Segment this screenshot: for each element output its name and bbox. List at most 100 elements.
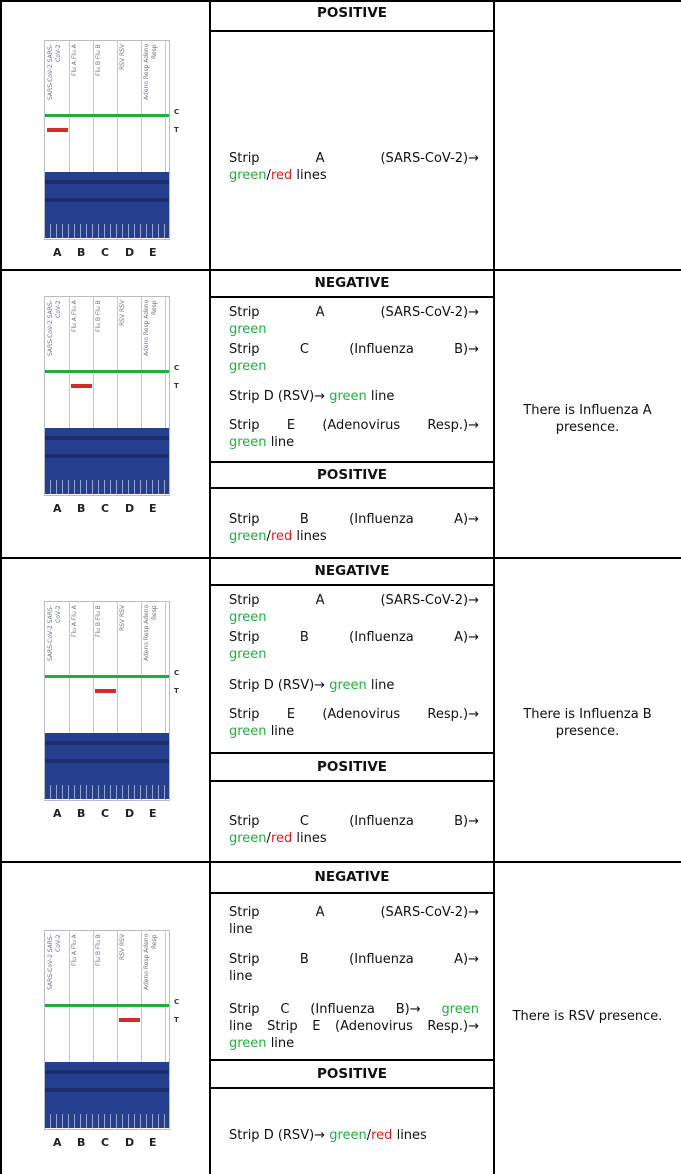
negative-header: NEGATIVE (211, 272, 493, 298)
test-strip-illustration: SARS-CoV-2 SARS-CoV-2 Flu A Flu A Flu B Fl… (44, 296, 184, 526)
pad-tick (128, 785, 129, 799)
strip-letter: D (125, 1136, 135, 1149)
pad-tick (50, 1114, 51, 1128)
row-4-content-cell (209, 861, 495, 1174)
test-marker: T (174, 382, 179, 390)
control-marker: C (174, 364, 180, 372)
strip-letter: C (101, 807, 110, 820)
pad-tick (128, 1114, 129, 1128)
strip-label: Adeno Resp Adeno Resp (143, 605, 158, 662)
strip-letter: B (77, 1136, 86, 1149)
pad-tick (104, 1114, 105, 1128)
pad-tick (86, 785, 87, 799)
test-line (71, 384, 92, 388)
strip-letter: A (53, 246, 62, 259)
negative-entry: Strip D (RSV)→ green line (229, 389, 395, 404)
positive-entry: Strip D (RSV)→ green/red lines (229, 1128, 427, 1143)
negative-entry: Strip C (Influenza B)→ green (229, 342, 479, 374)
pad-tick (110, 785, 111, 799)
pad-tick (164, 785, 165, 799)
pad-tick (110, 1114, 111, 1128)
pad-tick (86, 224, 87, 238)
positive-header: POSITIVE (211, 461, 493, 489)
pad-tick (92, 1114, 93, 1128)
pad-tick (92, 785, 93, 799)
strip-label: Flu A Flu A (71, 934, 78, 966)
pad-tick (134, 480, 135, 494)
strip-label: Adeno Resp Adeno Resp (143, 44, 158, 101)
pad-band (45, 198, 169, 202)
strip-label: Flu B Flu B (95, 934, 102, 966)
control-line (45, 370, 169, 373)
pad-tick (50, 785, 51, 799)
strip-column (46, 296, 70, 496)
pad-tick (62, 480, 63, 494)
strip-label: SARS-CoV-2 SARS-CoV-2 (47, 605, 62, 661)
strip-column (142, 930, 166, 1130)
strip-column (118, 930, 142, 1130)
test-strip-illustration: SARS-CoV-2 SARS-CoV-2 Flu A Flu A Flu B Fl… (44, 601, 184, 831)
negative-entry: Strip A (SARS-CoV-2)→ green (229, 593, 479, 625)
test-line (119, 1018, 140, 1022)
pad-tick (62, 224, 63, 238)
strip-label: Flu A Flu A (71, 44, 78, 76)
positive-entry-text: Strip A (SARS-CoV-2)→ (229, 151, 479, 166)
test-marker: T (174, 126, 179, 134)
strip-label: SARS-CoV-2 SARS-CoV-2 (47, 44, 62, 100)
pad-tick (86, 480, 87, 494)
strip-column (46, 601, 70, 801)
pad-tick (146, 785, 147, 799)
pad-tick (122, 480, 123, 494)
strip-column (118, 40, 142, 240)
pad-tick (62, 785, 63, 799)
strip-label: SARS-CoV-2 SARS-CoV-2 (47, 300, 62, 356)
negative-entry: Strip B (Influenza A)→ green (229, 630, 479, 662)
negative-entry: Strip C (Influenza B)→ green line Strip … (229, 1002, 480, 1051)
control-line (45, 675, 169, 678)
pad-tick (116, 480, 117, 494)
pad-tick (68, 224, 69, 238)
pad-tick (68, 480, 69, 494)
pad-band (45, 759, 169, 763)
control-line (45, 1004, 169, 1007)
pad-tick (128, 224, 129, 238)
pad-tick (56, 1114, 57, 1128)
test-marker: T (174, 687, 179, 695)
strip-label: RSV RSV (119, 605, 126, 632)
pad-tick (158, 1114, 159, 1128)
strip-column (118, 296, 142, 496)
strip-label: Flu A Flu A (71, 605, 78, 637)
strip-letter: C (101, 246, 110, 259)
pad-tick (92, 224, 93, 238)
strip-letter: A (53, 1136, 62, 1149)
pad-tick (80, 224, 81, 238)
strip-column (118, 601, 142, 801)
row-4-image-cell (0, 861, 210, 1174)
pad-tick (74, 1114, 75, 1128)
pad-band (45, 1070, 169, 1074)
pad-tick (110, 480, 111, 494)
pad-tick (56, 785, 57, 799)
positive-header: POSITIVE (211, 1059, 493, 1089)
negative-header: NEGATIVE (211, 864, 493, 894)
pad-tick (110, 224, 111, 238)
pad-tick (116, 224, 117, 238)
strip-letter: B (77, 807, 86, 820)
result-text: There is RSV presence. (512, 1009, 663, 1024)
test-strip-illustration: SARS-CoV-2 SARS-CoV-2 Flu A Flu A Flu B Fl… (44, 40, 184, 270)
negative-entry: Strip E (Adenovirus Resp.)→ green line (229, 707, 479, 739)
pad-band (45, 454, 169, 458)
pad-tick (140, 785, 141, 799)
pad-tick (74, 224, 75, 238)
strip-letter: B (77, 246, 86, 259)
pad-tick (164, 1114, 165, 1128)
pad-tick (104, 224, 105, 238)
pad-tick (122, 224, 123, 238)
positive-entry: Strip C (Influenza B)→ green/red lines (229, 814, 479, 846)
positive-entry: Strip A (SARS-CoV-2)→ green/red lines (229, 151, 479, 183)
pad-tick (50, 480, 51, 494)
strip-column (94, 296, 118, 496)
pad-tick (86, 1114, 87, 1128)
pad-tick (92, 480, 93, 494)
positive-header: POSITIVE (211, 752, 493, 782)
